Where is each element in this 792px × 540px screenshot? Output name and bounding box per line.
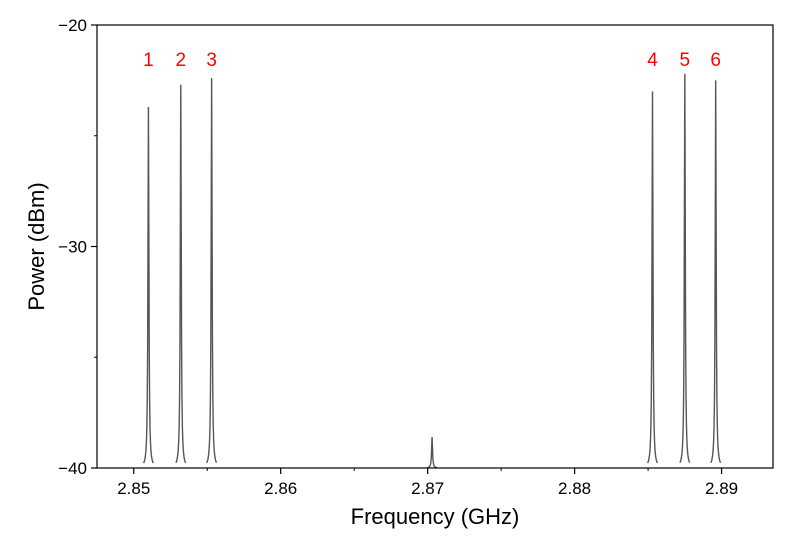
peak-number-label: 1 [143,50,154,71]
x-tick-label: 2.87 [411,479,444,498]
spectral-peak [175,84,187,464]
peak-number-label: 6 [710,50,721,71]
y-tick-label: −30 [58,238,87,257]
x-tick-label: 2.86 [264,479,297,498]
spectral-peak [710,80,722,464]
y-axis-title: Power (dBm) [24,182,49,310]
peak-number-label: 3 [206,50,217,71]
peak-number-label: 4 [647,50,658,71]
y-tick-label: −40 [58,459,87,478]
peak-number-label: 2 [175,50,186,71]
x-axis-title: Frequency (GHz) [351,504,520,529]
spectral-peak [679,73,691,463]
x-tick-label: 2.88 [558,479,591,498]
axes: 2.85 2.86 2.87 2.88 2.89 −40 −30 −20 Frequency (… [24,16,774,529]
spectral-peak [647,91,658,464]
x-tick-label: 2.85 [117,479,150,498]
y-tick-label: −20 [58,16,87,35]
peak-number-label: 5 [680,50,691,71]
plot-area [142,73,722,469]
plot-frame [96,24,774,469]
spectral-peak [142,106,154,464]
x-tick-label: 2.89 [705,479,738,498]
spectral-peak [427,436,438,469]
spectral-peak [206,78,218,464]
